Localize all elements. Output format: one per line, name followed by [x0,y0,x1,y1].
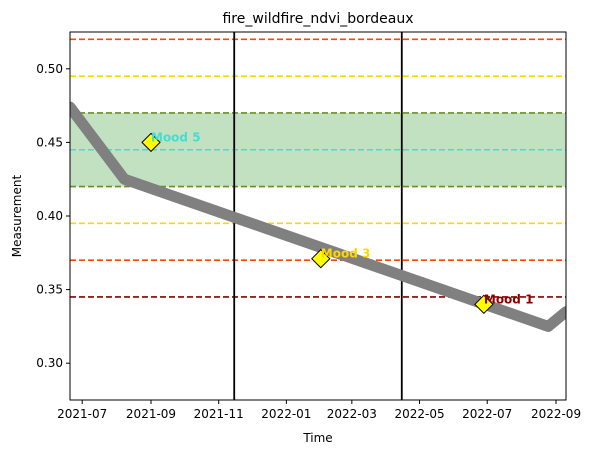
annotation-label-2: Mood 1 [484,292,534,306]
x-tick-label-1: 2021-09 [126,407,176,421]
x-axis-title: Time [302,431,332,445]
annotation-label-1: Mood 3 [321,247,371,261]
y-tick-label-0: 0.30 [36,356,63,370]
x-tick-label-0: 2021-07 [57,407,107,421]
y-axis-title: Measurement [10,175,24,258]
chart-title: fire_wildfire_ndvi_bordeaux [222,11,413,27]
plot-content [70,32,566,400]
y-tick-label-3: 0.45 [36,135,63,149]
x-tick-label-6: 2022-07 [462,407,512,421]
x-tick-label-7: 2022-09 [531,407,581,421]
y-tick-label-2: 0.40 [36,209,63,223]
x-tick-label-3: 2022-01 [261,407,311,421]
annotation-label-0: Mood 5 [151,130,201,144]
x-tick-label-5: 2022-05 [394,407,444,421]
x-tick-label-2: 2021-11 [194,407,244,421]
y-tick-label-4: 0.50 [36,62,63,76]
plot-area: Mood 5 Mood 3 Mood 1 [70,32,566,400]
plot-frame [70,32,566,400]
x-tick-label-4: 2022-03 [327,407,377,421]
y-tick-label-1: 0.35 [36,283,63,297]
